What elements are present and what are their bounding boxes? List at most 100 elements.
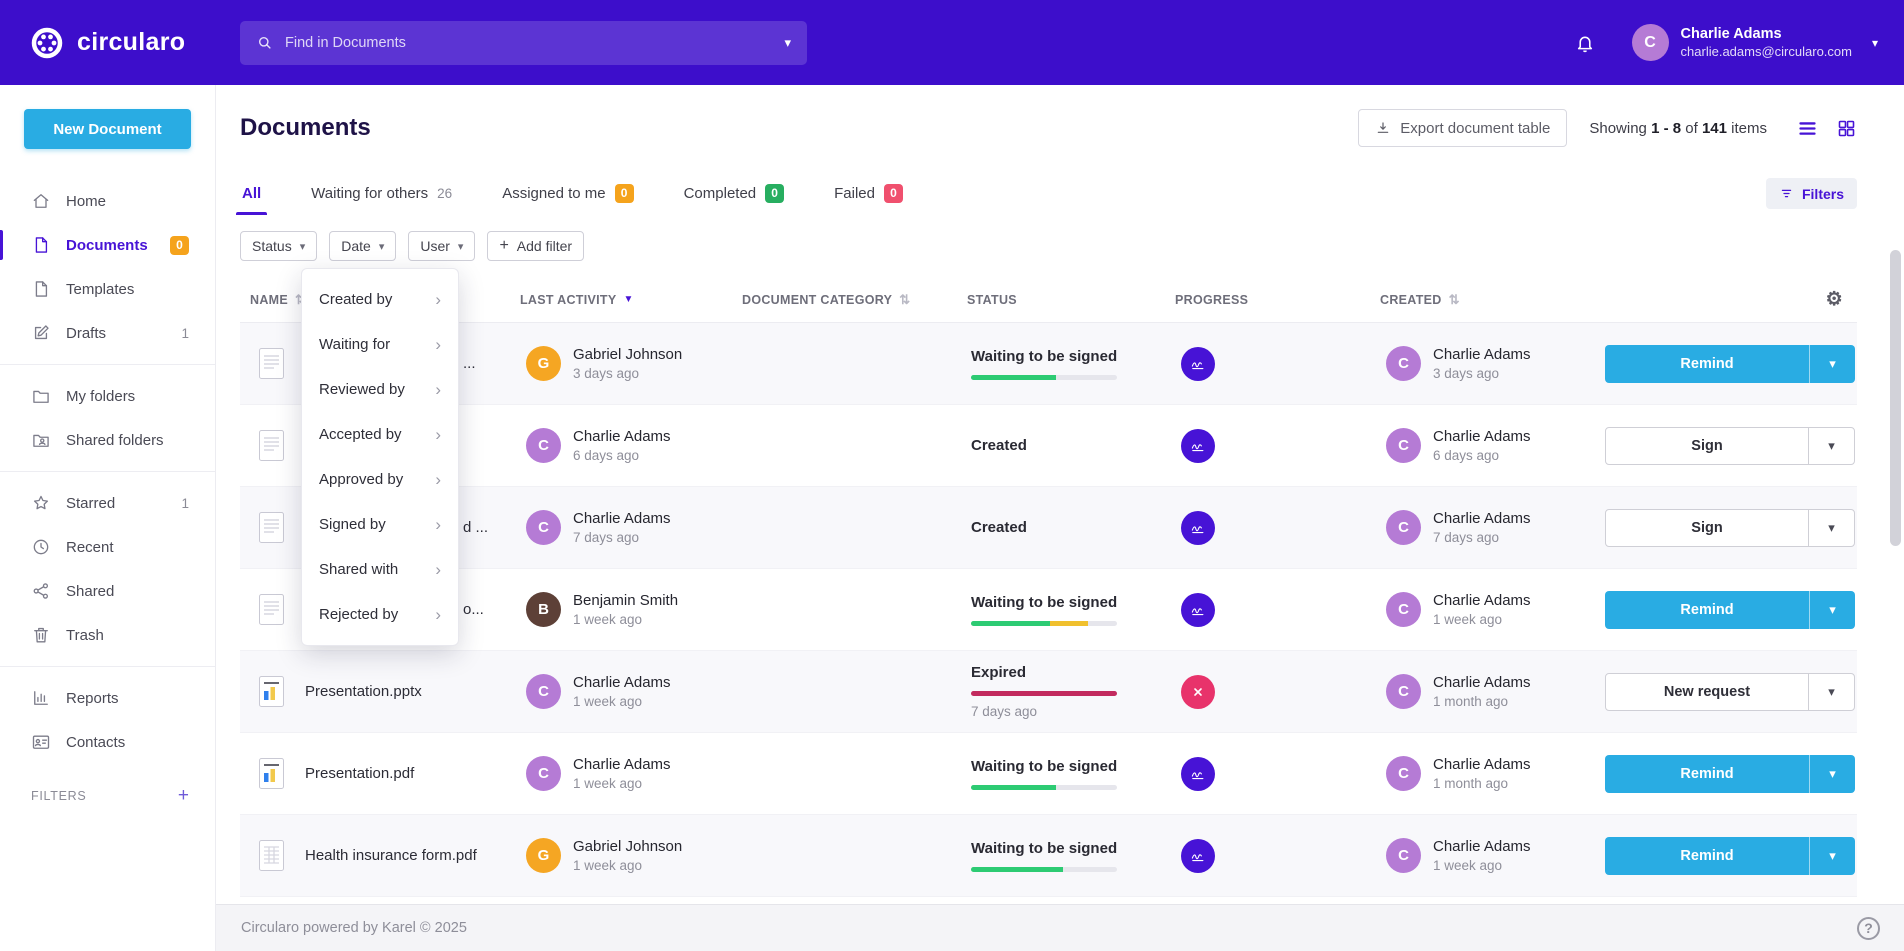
scrollbar-thumb[interactable]	[1890, 250, 1901, 546]
status-label: Waiting to be signed	[971, 757, 1118, 775]
column-header-progress[interactable]: PROGRESS	[1175, 293, 1380, 307]
action-dropdown-button[interactable]: ▾	[1809, 836, 1855, 875]
menu-item-waiting-for[interactable]: Waiting for ›	[302, 322, 458, 367]
add-filter-plus-icon[interactable]: +	[177, 785, 189, 806]
person-name: Gabriel Johnson	[573, 346, 683, 363]
share-icon	[33, 583, 48, 599]
search-icon	[258, 36, 271, 49]
sidebar-item-drafts[interactable]: Drafts 1	[0, 311, 215, 355]
sort-icon[interactable]: ⇅	[1448, 291, 1460, 307]
action-dropdown-button[interactable]: ▾	[1808, 509, 1854, 546]
table-row[interactable]: Health insurance form.pdf G Gabriel Johnso…	[240, 815, 1857, 897]
remind-button[interactable]: Remind	[1605, 837, 1809, 875]
menu-item-signed-by[interactable]: Signed by ›	[302, 502, 458, 547]
presentation-document-icon	[259, 676, 284, 707]
filter-chip-date[interactable]: Date ▾	[329, 231, 397, 261]
remind-button[interactable]: Remind	[1605, 755, 1809, 793]
menu-item-label: Created by	[319, 291, 393, 308]
list-view-icon[interactable]	[1797, 118, 1818, 139]
sidebar-item-home[interactable]: Home	[0, 179, 215, 223]
tab-completed[interactable]: Completed 0	[682, 171, 787, 215]
column-header-created[interactable]: CREATED ⇅	[1380, 292, 1605, 308]
sign-button[interactable]: Sign	[1606, 510, 1808, 546]
column-header-status[interactable]: STATUS	[967, 293, 1175, 307]
action-dropdown-button[interactable]: ▾	[1808, 427, 1854, 464]
tab-waiting-for-others[interactable]: Waiting for others 26	[309, 171, 454, 215]
document-name[interactable]: d ...	[463, 519, 489, 536]
sign-button[interactable]: Sign	[1606, 428, 1808, 464]
avatar: G	[526, 838, 561, 873]
sidebar-item-documents[interactable]: Documents 0	[0, 223, 215, 267]
last-activity-cell: B Benjamin Smith 1 week ago	[520, 592, 742, 627]
export-document-table-button[interactable]: Export document table	[1358, 109, 1568, 147]
table-row[interactable]: Presentation.pdf C Charlie Adams 1 week ago…	[240, 733, 1857, 815]
document-name[interactable]: Health insurance form.pdf	[305, 847, 477, 864]
table-row[interactable]: ... G Gabriel Johnson 3 days ago Waiting to …	[240, 323, 1857, 405]
table-row[interactable]: Presentation.pptx C Charlie Adams 1 week ag…	[240, 651, 1857, 733]
person-cell: C Charlie Adams 6 days ago	[1380, 428, 1605, 463]
new-document-button[interactable]: New Document	[24, 109, 191, 149]
table-row[interactable]: o... B Benjamin Smith 1 week ago Waiting to …	[240, 569, 1857, 651]
tab-failed[interactable]: Failed 0	[832, 171, 905, 215]
menu-item-accepted-by[interactable]: Accepted by ›	[302, 412, 458, 457]
filters-button[interactable]: Filters	[1765, 178, 1857, 209]
sidebar-item-recent[interactable]: Recent	[0, 525, 215, 569]
bell-icon[interactable]	[1574, 32, 1596, 54]
add-filter-chip[interactable]: + Add filter	[487, 231, 585, 261]
table-row[interactable]: C Charlie Adams 6 days ago Created C Charlie …	[240, 405, 1857, 487]
sidebar-item-contacts[interactable]: Contacts	[0, 720, 215, 764]
sidebar-item-my-folders[interactable]: My folders	[0, 374, 215, 418]
menu-item-shared-with[interactable]: Shared with ›	[302, 547, 458, 592]
progress-cell	[1175, 428, 1380, 463]
sidebar-item-reports[interactable]: Reports	[0, 676, 215, 720]
column-header-document-category[interactable]: DOCUMENT CATEGORY ⇅	[742, 292, 967, 308]
action-dropdown-button[interactable]: ▾	[1809, 590, 1855, 629]
status-label: Waiting to be signed	[971, 347, 1118, 365]
menu-item-rejected-by[interactable]: Rejected by ›	[302, 592, 458, 637]
action-dropdown-button[interactable]: ▾	[1809, 344, 1855, 383]
user-menu[interactable]: C Charlie Adams charlie.adams@circularo.…	[1631, 24, 1878, 61]
caret-down-icon: ▾	[299, 240, 306, 253]
page-header: Documents Export document table Showing …	[240, 109, 1857, 147]
brand[interactable]: circularo	[28, 24, 240, 62]
menu-item-reviewed-by[interactable]: Reviewed by ›	[302, 367, 458, 412]
tab-all[interactable]: All	[235, 171, 268, 215]
filter-chip-user[interactable]: User ▾	[408, 231, 476, 261]
remind-button[interactable]: Remind	[1605, 345, 1809, 383]
column-header-last-activity[interactable]: LAST ACTIVITY ▼	[520, 293, 742, 307]
sidebar-item-shared[interactable]: Shared	[0, 569, 215, 613]
grid-view-icon[interactable]	[1836, 118, 1857, 139]
action-dropdown-button[interactable]: ▾	[1809, 754, 1855, 793]
action-dropdown-button[interactable]: ▾	[1808, 673, 1854, 710]
status-label: Expired	[971, 664, 1027, 681]
name-cell: Presentation.pdf	[240, 757, 520, 790]
sig-icon	[1191, 525, 1204, 533]
search-scope-caret-icon[interactable]: ▾	[784, 34, 791, 50]
new-request-button[interactable]: New request	[1606, 674, 1808, 710]
sort-icon[interactable]: ⇅	[899, 291, 911, 307]
menu-item-approved-by[interactable]: Approved by ›	[302, 457, 458, 502]
document-name[interactable]: Presentation.pptx	[305, 683, 422, 700]
sidebar-item-shared-folders[interactable]: Shared folders	[0, 418, 215, 462]
help-icon[interactable]: ?	[1857, 916, 1880, 940]
table-row[interactable]: d ... C Charlie Adams 7 days ago Created C Cha…	[240, 487, 1857, 569]
sidebar-item-templates[interactable]: Templates	[0, 267, 215, 311]
sidebar-item-starred[interactable]: Starred 1	[0, 481, 215, 525]
tab-assigned-to-me[interactable]: Assigned to me 0	[500, 171, 635, 215]
document-icon	[259, 348, 284, 379]
sort-desc-icon[interactable]: ▼	[623, 294, 634, 305]
document-name[interactable]: o...	[463, 601, 484, 618]
document-name[interactable]: ...	[463, 355, 476, 372]
sidebar-count: 1	[181, 495, 189, 511]
avatar: C	[1386, 428, 1421, 463]
remind-button[interactable]: Remind	[1605, 591, 1809, 629]
chevron-right-icon: ›	[435, 604, 441, 624]
sidebar-item-trash[interactable]: Trash	[0, 613, 215, 657]
document-name[interactable]: Presentation.pdf	[305, 765, 415, 782]
column-header-name[interactable]: NAME ⇅	[240, 292, 520, 308]
menu-item-created-by[interactable]: Created by ›	[302, 277, 458, 322]
filter-chip-status[interactable]: Status ▾	[240, 231, 318, 261]
sort-icon[interactable]: ⇅	[295, 292, 306, 308]
search-input[interactable]: Find in Documents ▾	[240, 20, 807, 65]
gear-icon[interactable]: ⚙	[1825, 289, 1843, 310]
